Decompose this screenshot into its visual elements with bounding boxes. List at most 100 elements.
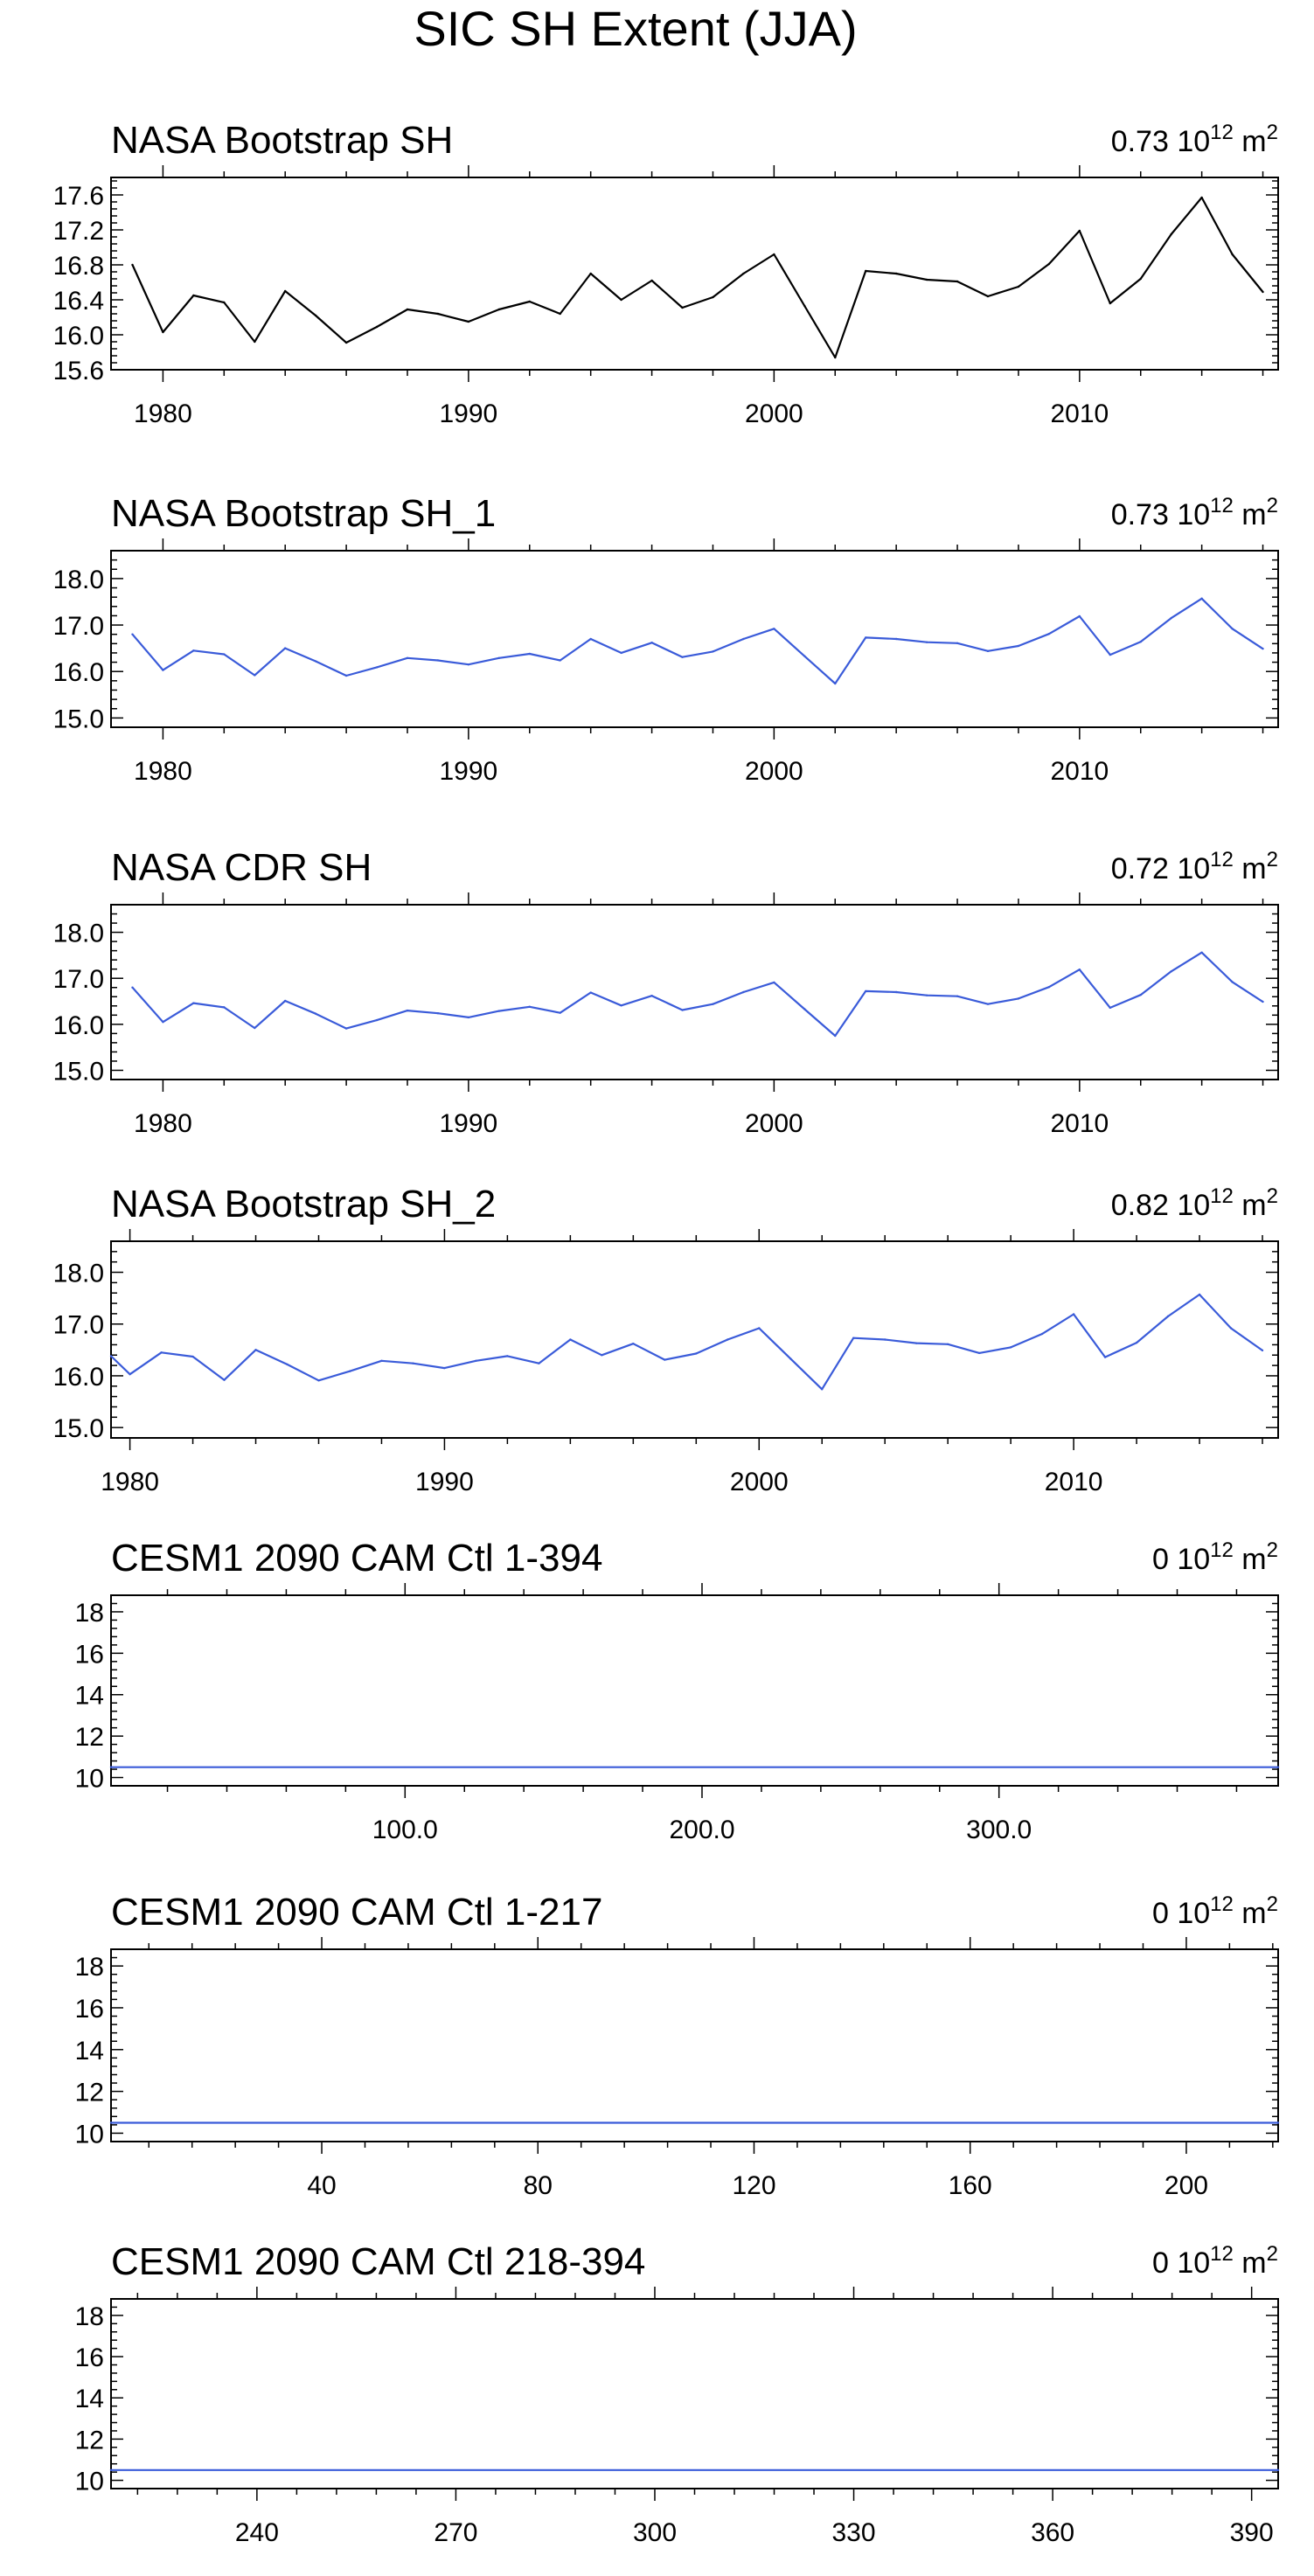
data-point: [589, 272, 592, 275]
data-point: [894, 272, 898, 275]
x-tick-label: 390: [1230, 2518, 1274, 2547]
y-tick-label: 17.0: [53, 965, 104, 994]
figure-title: SIC SH Extent (JJA): [414, 1, 857, 56]
data-point: [1198, 1293, 1201, 1296]
data-point: [162, 669, 164, 671]
stat-unit-exp: 12: [1210, 2242, 1234, 2266]
x-tick-label: 2010: [1050, 757, 1109, 786]
data-point: [162, 330, 164, 334]
data-point: [650, 279, 653, 282]
data-point: [192, 294, 195, 297]
panels: NASA Bootstrap SH 0.73 1012 m215.616.016.…: [53, 119, 1280, 2547]
panel-statistic: 0 1012 m2: [1152, 1538, 1278, 1576]
stat-unit-exp: 12: [1210, 121, 1234, 144]
data-point: [834, 682, 837, 685]
data-point: [650, 995, 653, 997]
data-point: [284, 289, 287, 293]
x-tick-label: 300: [633, 2518, 677, 2547]
stat-unit-base: 10: [1169, 2246, 1210, 2280]
data-point: [254, 1349, 257, 1351]
x-tick-label: 1980: [101, 1468, 159, 1496]
stat-unit-m-exp: 2: [1267, 848, 1278, 871]
stat-unit-m: m: [1234, 1189, 1267, 1222]
data-point: [436, 312, 440, 316]
data-point: [223, 653, 226, 656]
data-point: [620, 298, 622, 302]
data-point: [773, 628, 775, 630]
stat-unit-base: 10: [1169, 1897, 1210, 1930]
data-point: [569, 1338, 572, 1341]
data-point: [601, 1354, 603, 1357]
stat-unit-m-exp: 2: [1267, 1184, 1278, 1208]
x-tick-label: 1980: [134, 399, 192, 428]
data-point: [344, 1027, 348, 1030]
data-point: [834, 356, 837, 359]
chart-panel-7: CESM1 2090 CAM Ctl 218-394 0 1012 m210121…: [75, 2240, 1280, 2547]
data-point: [254, 340, 256, 344]
data-point: [1135, 1341, 1138, 1344]
data-point: [956, 280, 959, 283]
data-point: [1009, 1346, 1012, 1349]
panel-statistic: 0.72 1012 m2: [1111, 848, 1278, 885]
panel-statistic: 0 1012 m2: [1152, 1892, 1278, 1930]
x-tick-label: 1990: [415, 1468, 474, 1496]
panel-statistic: 0.73 1012 m2: [1111, 494, 1278, 531]
data-point: [681, 306, 684, 309]
x-tick-label: 80: [524, 2171, 553, 2200]
x-tick-label: 40: [307, 2171, 336, 2200]
data-point: [1200, 597, 1203, 600]
data-point: [1170, 616, 1172, 620]
data-point: [129, 1372, 131, 1376]
data-point: [914, 1342, 918, 1344]
data-point: [131, 986, 134, 989]
stat-unit-base: 10: [1169, 1189, 1210, 1222]
data-point: [727, 1338, 729, 1341]
data-point: [1139, 277, 1142, 281]
data-point: [436, 1012, 440, 1015]
stat-unit-m: m: [1234, 1543, 1267, 1576]
data-point: [589, 991, 592, 994]
data-point: [1166, 1315, 1170, 1318]
stat-value: 0.73: [1111, 498, 1169, 531]
data-point: [528, 1005, 531, 1009]
data-point: [865, 989, 867, 993]
data-point: [632, 1343, 635, 1345]
data-point: [467, 320, 470, 323]
data-point: [160, 1351, 163, 1354]
data-point: [559, 1011, 561, 1014]
data-point: [223, 301, 226, 304]
stat-value: 0: [1152, 1543, 1169, 1576]
panel-title: NASA Bootstrap SH: [111, 119, 453, 162]
stat-unit-exp: 12: [1210, 1538, 1234, 1562]
stat-unit-m-exp: 2: [1267, 1892, 1278, 1916]
panel-title: NASA Bootstrap SH_2: [111, 1183, 496, 1226]
y-tick-label: 16.8: [53, 252, 104, 281]
data-point: [589, 637, 592, 641]
data-point: [1078, 229, 1081, 233]
data-point: [1200, 951, 1203, 954]
data-point: [344, 674, 348, 677]
data-point: [528, 300, 531, 303]
x-tick-label: 200.0: [669, 1816, 734, 1844]
data-point: [803, 1008, 806, 1010]
y-tick-label: 15.0: [53, 705, 104, 733]
x-tick-label: 2000: [745, 399, 803, 428]
x-tick-label: 1980: [134, 1109, 192, 1138]
data-point: [1231, 628, 1234, 630]
data-point: [443, 1366, 446, 1370]
stat-unit-m-exp: 2: [1267, 2242, 1278, 2266]
data-point: [1261, 1349, 1264, 1352]
stat-value: 0: [1152, 1897, 1169, 1930]
plot-frame: [110, 1240, 1279, 1439]
x-tick-label: 2010: [1045, 1468, 1103, 1496]
data-point: [977, 1351, 981, 1355]
stat-unit-exp: 12: [1210, 1892, 1234, 1916]
x-tick-label: 300.0: [966, 1816, 1032, 1844]
y-tick-label: 18.0: [53, 1260, 104, 1288]
data-point: [681, 1009, 684, 1011]
data-point: [1109, 302, 1111, 305]
data-point: [1231, 253, 1234, 256]
plot-frame: [110, 1948, 1279, 2142]
y-tick-label: 16.0: [53, 322, 104, 351]
data-point: [1170, 233, 1172, 236]
